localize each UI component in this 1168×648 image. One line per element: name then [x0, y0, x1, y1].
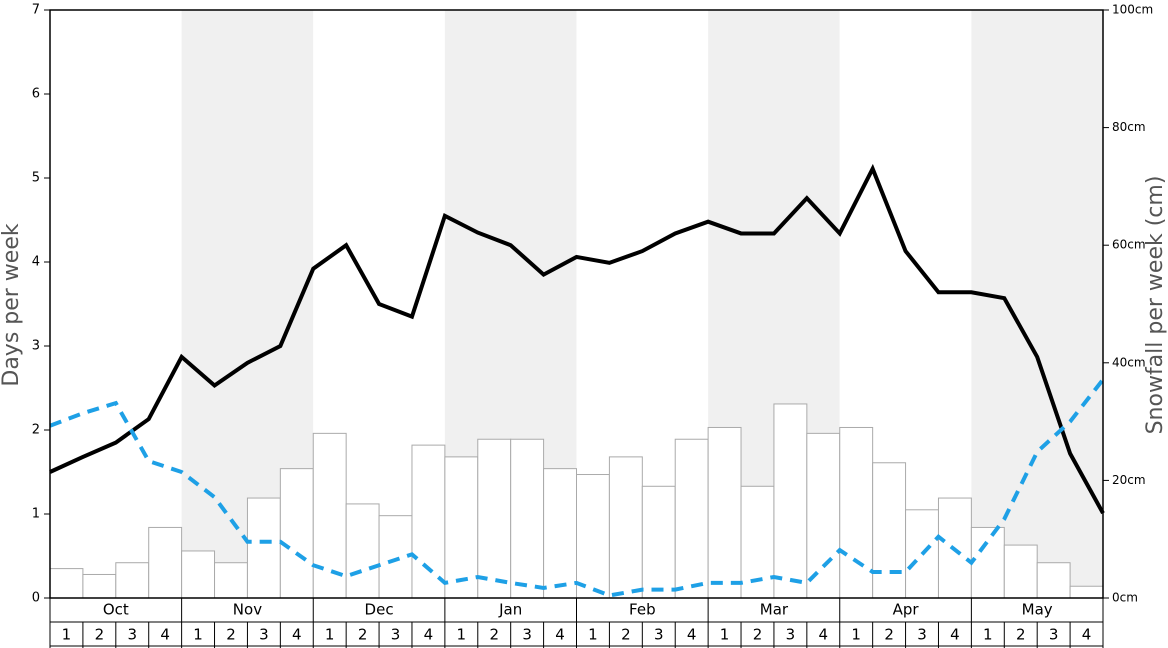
x-tick-label: 4 — [555, 626, 565, 644]
bar — [345, 503, 380, 599]
x-tick-label: 4 — [950, 626, 960, 644]
x-tick-label: 4 — [1082, 626, 1092, 644]
bar — [477, 438, 512, 599]
month-label: Mar — [760, 601, 789, 619]
bar — [115, 562, 150, 599]
month-label: Jan — [498, 601, 522, 619]
line — [49, 163, 1105, 515]
month-label: May — [1022, 601, 1053, 619]
x-tick-label: 2 — [753, 626, 763, 644]
bar — [510, 438, 545, 599]
x-tick-label: 1 — [193, 626, 203, 644]
month-label: Dec — [365, 601, 394, 619]
bar — [839, 426, 874, 599]
bar — [1069, 585, 1104, 599]
x-tick-label: 1 — [457, 626, 467, 644]
y2-tick-label: 80cm — [1112, 120, 1146, 134]
bar — [674, 438, 709, 599]
x-tick-label: 3 — [522, 626, 532, 644]
bar — [148, 526, 183, 599]
x-tick-label: 4 — [160, 626, 170, 644]
bar — [214, 562, 248, 599]
y2-axis-title: Snowfall per week (cm) — [1143, 176, 1168, 435]
x-tick-label: 3 — [786, 626, 796, 644]
y2-tick-label: 100cm — [1112, 3, 1153, 17]
x-tick-label: 2 — [226, 626, 236, 644]
line — [49, 378, 1105, 598]
x-tick-label: 4 — [292, 626, 302, 644]
x-tick-label: 3 — [391, 626, 401, 644]
month-band — [50, 10, 182, 598]
bar — [1003, 544, 1038, 599]
bar — [641, 485, 676, 599]
y2-tick-label: 0cm — [1112, 591, 1138, 605]
bar — [970, 526, 1005, 599]
x-tick-label: 1 — [325, 626, 335, 644]
y-axis-title: Days per week — [0, 223, 24, 386]
bar — [872, 462, 907, 599]
bar — [49, 568, 84, 599]
x-tick-label: 1 — [983, 626, 993, 644]
y2-tick-label: 40cm — [1112, 355, 1146, 369]
x-tick-label: 3 — [127, 626, 137, 644]
month-label: Feb — [629, 601, 656, 619]
bar — [608, 456, 643, 599]
bar — [1036, 562, 1071, 599]
y2-tick-label: 20cm — [1112, 473, 1146, 487]
x-tick-label: 2 — [489, 626, 499, 644]
y-tick-label: 4 — [32, 255, 40, 270]
bar — [378, 515, 413, 599]
y-tick-label: 5 — [32, 171, 40, 186]
x-tick-label: 3 — [259, 626, 269, 644]
bar — [707, 426, 742, 599]
bar — [82, 573, 117, 599]
month-label: Oct — [103, 601, 129, 619]
bar — [576, 474, 610, 599]
x-tick-label: 3 — [654, 626, 664, 644]
bar — [246, 497, 281, 599]
bar — [411, 444, 446, 599]
x-tick-label: 1 — [851, 626, 861, 644]
y-tick-label: 7 — [32, 3, 40, 18]
month-label: Nov — [233, 601, 262, 619]
bar — [279, 468, 314, 599]
x-tick-label: 2 — [1016, 626, 1026, 644]
x-tick-label: 1 — [720, 626, 730, 644]
bar — [806, 432, 841, 599]
month-label: Apr — [893, 601, 920, 619]
y-tick-label: 0 — [32, 591, 40, 606]
x-tick-label: 2 — [358, 626, 368, 644]
y-tick-label: 3 — [32, 339, 40, 354]
x-tick-label: 3 — [917, 626, 927, 644]
bar — [773, 403, 808, 599]
y-tick-label: 6 — [32, 87, 40, 102]
x-tick-label: 1 — [62, 626, 72, 644]
y-tick-label: 2 — [32, 423, 40, 438]
x-tick-label: 2 — [621, 626, 631, 644]
x-tick-label: 3 — [1049, 626, 1059, 644]
y2-tick-label: 60cm — [1112, 238, 1146, 252]
x-tick-label: 4 — [819, 626, 829, 644]
month-band — [971, 10, 1103, 598]
bar — [543, 468, 577, 599]
x-tick-label: 1 — [588, 626, 598, 644]
bar — [181, 550, 216, 599]
x-tick-label: 4 — [424, 626, 434, 644]
x-tick-label: 2 — [95, 626, 105, 644]
x-tick-label: 4 — [687, 626, 697, 644]
y-tick-label: 1 — [32, 507, 40, 522]
x-tick-label: 2 — [884, 626, 894, 644]
bar — [444, 456, 479, 599]
bar — [312, 432, 347, 599]
